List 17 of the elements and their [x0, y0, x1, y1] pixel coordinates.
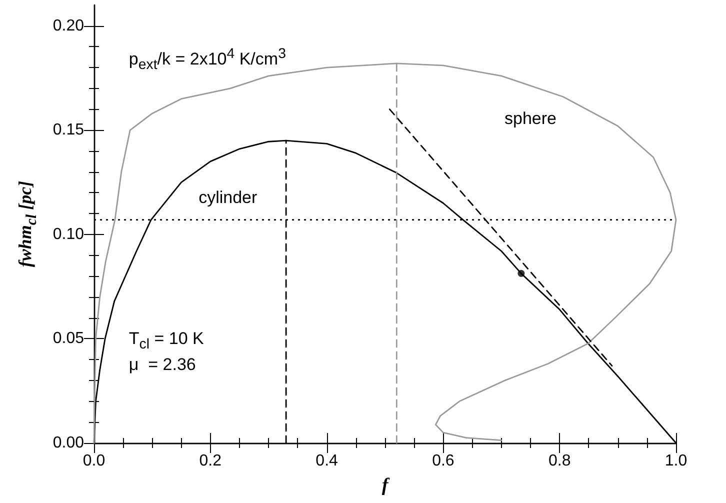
- annotation: p$_{ext}$/k = 2x10$^{4}$ K/cm$^{3}$: [128, 45, 286, 76]
- x-tick-label: 0.0: [82, 452, 106, 470]
- y-tick-label: 0.20: [52, 17, 84, 34]
- x-tick-label: 0.6: [432, 452, 454, 470]
- annotation: μ = 2.36: [128, 355, 196, 376]
- x-tick-label: 0.8: [548, 452, 571, 470]
- annotation: cylinder: [198, 188, 258, 208]
- x-tick-label: 1.0: [664, 452, 688, 470]
- x-tick-label: 0.4: [316, 452, 338, 470]
- y-tick-label: 0.05: [52, 330, 84, 348]
- x-tick-label: 0.2: [199, 452, 222, 470]
- y-tick-label: 0.00: [52, 434, 84, 452]
- annotation: sphere: [504, 108, 556, 129]
- y-tick-label: 0.10: [52, 226, 84, 243]
- y-tick-label: 0.15: [52, 122, 84, 139]
- annotation: T$_{cl}$ = 10 K: [128, 329, 204, 354]
- x-axis-title: f: [382, 475, 388, 497]
